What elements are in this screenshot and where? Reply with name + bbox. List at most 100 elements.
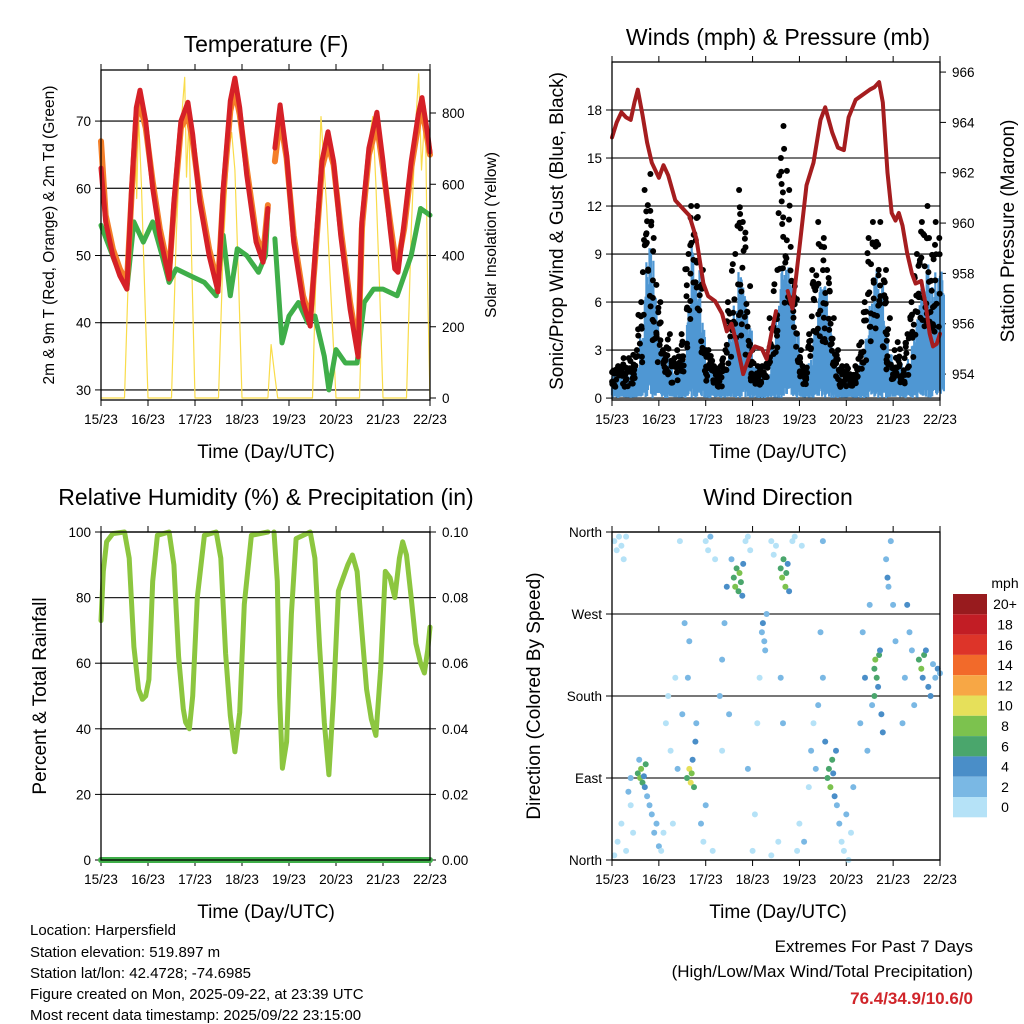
gust-point <box>891 347 898 354</box>
direction-point <box>864 747 871 754</box>
gust-point <box>741 235 748 242</box>
gust-point <box>912 331 919 338</box>
gust-point <box>861 299 868 306</box>
x-tick-label: 21/23 <box>876 412 910 427</box>
gust-point <box>668 357 675 364</box>
direction-point <box>794 847 801 854</box>
direction-point <box>773 542 779 549</box>
gust-point <box>656 342 663 348</box>
gust-point <box>640 311 647 318</box>
gust-point <box>798 347 804 354</box>
x-tick-label: 17/23 <box>178 412 212 427</box>
gust-point <box>628 380 635 387</box>
direction-point <box>801 838 808 845</box>
gust-point <box>780 123 787 129</box>
gust-point <box>872 325 879 332</box>
y-tick-label: 6 <box>594 295 602 310</box>
gust-point <box>880 344 887 351</box>
gust-point <box>655 304 662 311</box>
gust-point <box>720 355 727 362</box>
winds-ylabel: Sonic/Prop Wind & Gust (Blue, Black) <box>547 72 568 390</box>
gust-point <box>762 363 769 370</box>
direction-point <box>684 674 691 681</box>
direction-point <box>763 611 770 617</box>
gust-point <box>631 366 638 373</box>
gust-point <box>787 267 794 274</box>
extremes-subtitle: (High/Low/Max Wind/Total Precipitation) <box>672 962 973 981</box>
y2-tick-label: 0.00 <box>442 853 468 868</box>
gust-point <box>821 244 828 251</box>
gust-point <box>815 311 822 318</box>
y2-tick-label: 954 <box>952 367 975 382</box>
gust-point <box>790 314 797 321</box>
x-tick-label: 21/23 <box>366 412 400 427</box>
direction-point <box>651 829 658 836</box>
gust-point <box>696 292 703 299</box>
direction-point <box>638 765 645 772</box>
gust-point <box>936 235 943 241</box>
direction-point <box>761 638 768 645</box>
x-tick-label: 22/23 <box>923 412 957 427</box>
plot-border <box>100 531 431 861</box>
direction-point <box>611 852 618 859</box>
gust-point <box>778 198 785 205</box>
panel-1: 0 3 6 9 12 15 18 954 956 958 960 962 964 966 15/23 16/2… <box>587 56 975 427</box>
direction-point <box>655 843 662 850</box>
direction-point <box>789 538 796 545</box>
gust-point <box>926 235 932 241</box>
direction-point <box>927 693 934 699</box>
x-tick-label: 16/23 <box>131 412 165 427</box>
direction-point <box>684 775 690 781</box>
gust-point <box>641 237 647 243</box>
gust-point <box>892 372 899 379</box>
temp-2m-line <box>98 75 433 360</box>
gust-point <box>825 315 832 322</box>
direction-point <box>829 756 836 763</box>
gust-point <box>738 321 745 328</box>
direction-point <box>742 538 749 545</box>
gust-point <box>877 219 884 225</box>
gust-point <box>633 347 640 354</box>
gust-point <box>815 219 822 225</box>
gust-point <box>875 266 882 273</box>
gust-point <box>832 351 838 358</box>
gust-point <box>820 235 827 241</box>
legend-label: 12 <box>997 677 1013 693</box>
gust-point <box>826 287 833 294</box>
direction-point <box>754 720 761 727</box>
gust-point <box>807 353 814 359</box>
direction-point <box>901 674 908 681</box>
temperature-title: Temperature (F) <box>184 31 349 57</box>
gust-point <box>687 270 694 277</box>
direction-point <box>884 574 891 581</box>
gust-point <box>728 267 735 274</box>
direction-point <box>733 565 740 572</box>
gust-point <box>774 327 781 334</box>
gust-point <box>866 323 873 330</box>
gust-point <box>870 295 877 302</box>
x-tick-label: 18/23 <box>736 412 770 427</box>
gust-point <box>865 235 872 241</box>
direction-point <box>639 779 646 786</box>
gust-point <box>777 155 784 161</box>
direction-point <box>618 820 625 827</box>
gust-point <box>674 377 681 384</box>
direction-point <box>810 720 817 727</box>
gust-point <box>678 331 685 338</box>
y-tick-label: North <box>569 525 602 540</box>
direction-point <box>780 720 786 727</box>
x-tick-label: 21/23 <box>876 872 910 887</box>
gust-point <box>698 338 705 345</box>
gust-point <box>683 293 690 300</box>
gust-point <box>719 361 726 368</box>
created-text: Figure created on Mon, 2025-09-22, at 23… <box>30 986 364 1003</box>
gust-point <box>705 347 712 354</box>
gust-point <box>636 340 643 347</box>
direction-point <box>838 838 845 845</box>
direction-point <box>660 829 667 836</box>
y-tick-label: 0 <box>594 391 602 406</box>
gust-point <box>644 202 651 209</box>
gust-point <box>649 316 656 323</box>
y-tick-label: 70 <box>76 114 91 129</box>
